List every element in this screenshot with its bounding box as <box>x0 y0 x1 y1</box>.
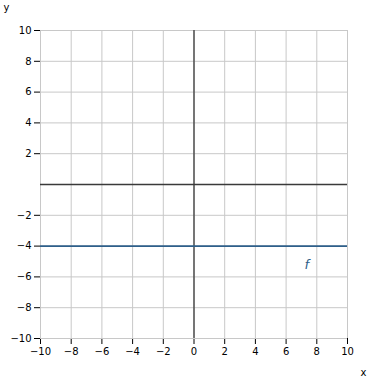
svg-text:2: 2 <box>222 346 228 357</box>
svg-text:−6: −6 <box>17 271 32 282</box>
svg-text:x: x <box>361 367 367 378</box>
svg-text:−8: −8 <box>17 302 32 313</box>
svg-text:−10: −10 <box>30 346 51 357</box>
svg-text:−4: −4 <box>125 346 140 357</box>
svg-text:y: y <box>4 2 10 13</box>
svg-text:−2: −2 <box>156 346 171 357</box>
svg-text:8: 8 <box>314 346 320 357</box>
svg-text:−4: −4 <box>17 240 32 251</box>
svg-text:2: 2 <box>25 148 31 159</box>
svg-text:10: 10 <box>341 346 354 357</box>
svg-text:6: 6 <box>283 346 289 357</box>
svg-text:−10: −10 <box>10 333 31 344</box>
svg-text:−6: −6 <box>95 346 110 357</box>
svg-text:6: 6 <box>25 86 31 97</box>
svg-text:8: 8 <box>25 56 31 67</box>
svg-text:−8: −8 <box>64 346 79 357</box>
svg-text:4: 4 <box>252 346 258 357</box>
svg-text:f: f <box>305 257 312 272</box>
svg-text:0: 0 <box>191 346 197 357</box>
svg-text:10: 10 <box>19 25 32 36</box>
svg-text:4: 4 <box>25 117 31 128</box>
svg-text:−2: −2 <box>17 210 32 221</box>
